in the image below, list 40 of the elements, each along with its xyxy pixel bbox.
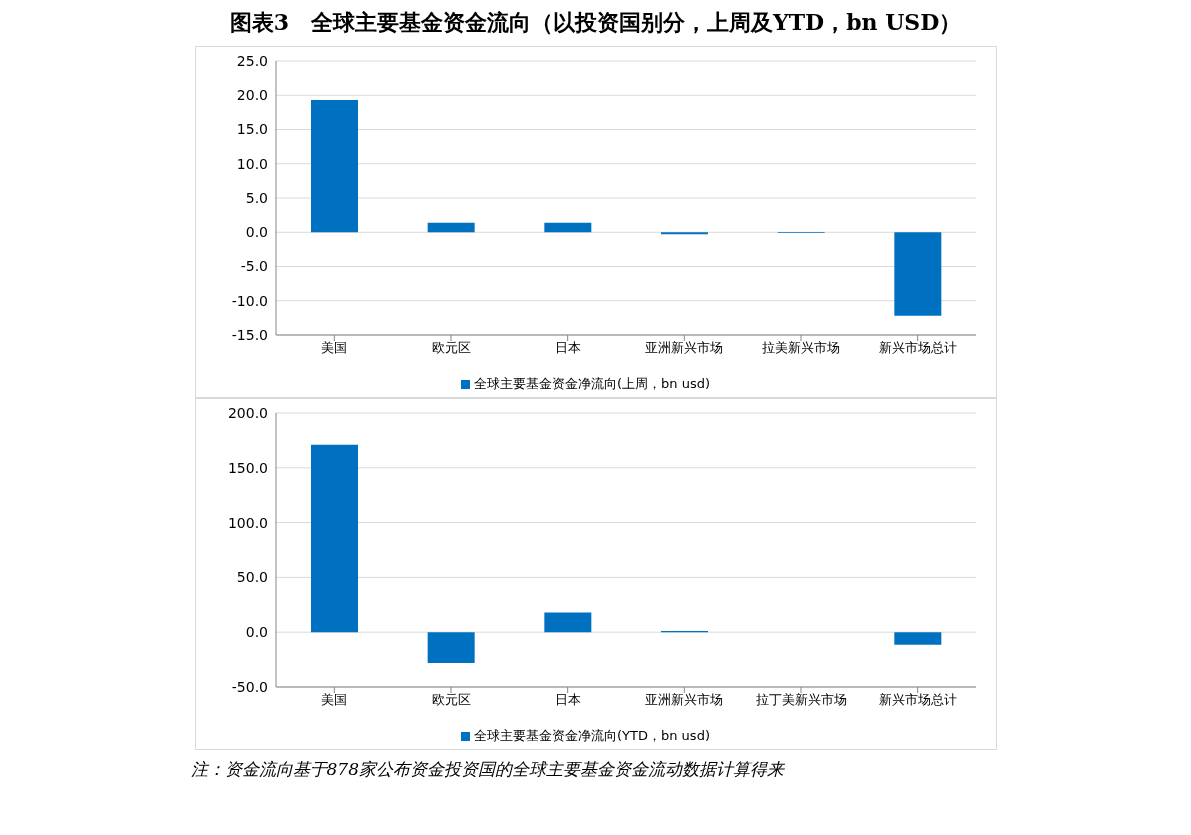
x-tick-label: 亚洲新兴市场 <box>644 692 723 708</box>
y-tick-label: -5.0 <box>240 258 268 275</box>
x-tick-label: 日本 <box>554 692 581 708</box>
bar <box>893 232 941 316</box>
y-tick-label: -10.0 <box>231 292 268 309</box>
x-tick-label: 亚洲新兴市场 <box>644 340 723 356</box>
x-tick-label: 欧元区 <box>431 340 470 356</box>
x-tick-label: 美国 <box>320 692 347 708</box>
y-tick-label: 0.0 <box>245 624 268 641</box>
y-tick-label: -15.0 <box>231 326 268 343</box>
bar <box>893 632 941 645</box>
x-tick-label: 日本 <box>554 340 581 356</box>
y-tick-label: -50.0 <box>231 678 268 695</box>
x-tick-label: 新兴市场总计 <box>878 340 957 356</box>
text: 注：资金流向基于878家公布资金投资国的全球主要基金资金流动数据计算得来 <box>190 758 786 781</box>
x-tick-label: 欧元区 <box>431 692 470 708</box>
y-tick-label: 200.0 <box>227 404 268 421</box>
y-tick-label: 5.0 <box>245 189 268 206</box>
y-tick-label: 25.0 <box>236 52 268 69</box>
legend-label: 全球主要基金资金净流向(上周，bn usd) <box>473 376 711 391</box>
bar <box>543 222 591 233</box>
x-tick-label: 拉美新兴市场 <box>761 340 840 356</box>
x-tick-label: 新兴市场总计 <box>878 692 957 708</box>
y-tick-label: 150.0 <box>227 459 268 476</box>
y-tick-label: 50.0 <box>236 569 268 586</box>
bar <box>543 612 591 633</box>
bar <box>660 232 708 235</box>
y-tick-label: 10.0 <box>236 155 268 172</box>
legend-label: 全球主要基金资金净流向(YTD，bn usd) <box>474 728 710 743</box>
bar <box>310 444 358 633</box>
chart-title: 图表3 全球主要基金资金流向（以投资国别分，上周及YTD，bn USD） <box>228 8 963 37</box>
x-tick-label: 美国 <box>320 340 347 356</box>
y-tick-label: 20.0 <box>236 87 268 104</box>
bar <box>427 632 475 663</box>
bar <box>427 222 475 233</box>
x-tick-label: 拉丁美新兴市场 <box>755 692 846 708</box>
bar <box>310 100 358 233</box>
y-tick-label: 15.0 <box>236 121 268 138</box>
y-tick-label: 0.0 <box>245 224 268 241</box>
y-tick-label: 100.0 <box>227 514 268 531</box>
